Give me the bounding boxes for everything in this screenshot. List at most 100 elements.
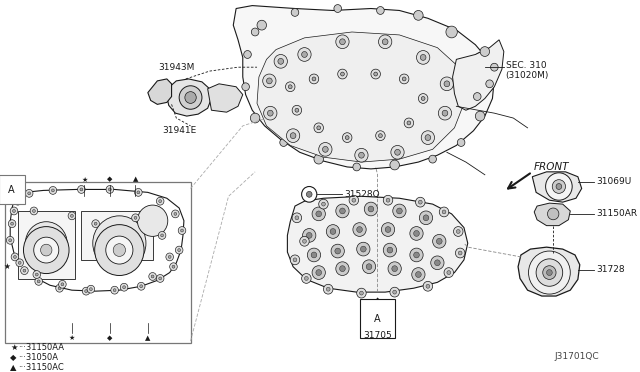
Circle shape — [61, 283, 64, 286]
Text: 31728: 31728 — [596, 265, 625, 274]
Circle shape — [319, 142, 332, 156]
Circle shape — [326, 287, 330, 291]
Circle shape — [30, 207, 38, 215]
Circle shape — [364, 202, 378, 216]
Circle shape — [342, 133, 352, 142]
Circle shape — [168, 256, 171, 259]
Circle shape — [436, 238, 442, 244]
Circle shape — [303, 239, 307, 243]
Circle shape — [378, 134, 382, 138]
Circle shape — [415, 272, 421, 278]
Circle shape — [358, 152, 364, 158]
Polygon shape — [167, 79, 211, 116]
Circle shape — [132, 214, 140, 222]
Circle shape — [11, 253, 19, 261]
Circle shape — [311, 252, 317, 258]
Circle shape — [323, 147, 328, 152]
Circle shape — [334, 4, 342, 12]
Polygon shape — [287, 196, 468, 292]
Circle shape — [178, 227, 186, 234]
Circle shape — [84, 290, 88, 293]
Circle shape — [547, 208, 559, 220]
Circle shape — [24, 227, 69, 273]
Circle shape — [431, 256, 444, 270]
Circle shape — [26, 222, 67, 265]
Circle shape — [382, 39, 388, 45]
Circle shape — [295, 216, 299, 220]
Circle shape — [480, 46, 490, 57]
Circle shape — [307, 232, 312, 238]
Circle shape — [419, 94, 428, 103]
Circle shape — [336, 35, 349, 49]
Circle shape — [383, 195, 393, 205]
Circle shape — [543, 266, 556, 279]
Circle shape — [419, 211, 433, 225]
Circle shape — [371, 69, 380, 79]
Bar — [81, 211, 152, 260]
Text: ···31150AA: ···31150AA — [18, 343, 64, 352]
Circle shape — [35, 231, 58, 255]
Text: 31705: 31705 — [363, 331, 392, 340]
Circle shape — [33, 209, 35, 212]
Circle shape — [312, 207, 325, 221]
Circle shape — [353, 163, 360, 171]
Polygon shape — [518, 247, 580, 296]
Circle shape — [123, 286, 125, 289]
Text: ▲: ▲ — [10, 363, 17, 372]
Circle shape — [51, 189, 54, 192]
Circle shape — [161, 234, 163, 237]
Circle shape — [252, 28, 259, 36]
Text: ★: ★ — [81, 177, 87, 183]
Circle shape — [70, 214, 74, 217]
Text: 31941E: 31941E — [162, 126, 196, 135]
Circle shape — [323, 284, 333, 294]
Circle shape — [303, 228, 316, 242]
Text: ★: ★ — [10, 343, 18, 352]
Circle shape — [390, 287, 399, 297]
Circle shape — [159, 277, 162, 280]
Text: ★: ★ — [68, 335, 75, 341]
Circle shape — [170, 263, 177, 270]
Circle shape — [425, 135, 431, 141]
Circle shape — [106, 186, 114, 193]
Circle shape — [292, 105, 301, 115]
Circle shape — [148, 273, 156, 280]
Text: ···31150AC: ···31150AC — [18, 363, 63, 372]
Circle shape — [316, 270, 321, 276]
Circle shape — [6, 236, 14, 244]
Circle shape — [35, 273, 38, 276]
Circle shape — [134, 217, 137, 219]
Circle shape — [309, 74, 319, 84]
Circle shape — [8, 220, 16, 228]
Circle shape — [287, 129, 300, 142]
Circle shape — [104, 228, 134, 259]
Circle shape — [278, 58, 284, 64]
Circle shape — [295, 108, 299, 112]
Circle shape — [33, 270, 40, 278]
Circle shape — [106, 236, 133, 264]
Circle shape — [393, 290, 397, 294]
Circle shape — [35, 278, 42, 285]
Circle shape — [376, 7, 384, 15]
Text: (31020M): (31020M) — [506, 71, 549, 80]
Circle shape — [536, 259, 563, 286]
Circle shape — [138, 282, 145, 290]
Circle shape — [10, 207, 18, 215]
Circle shape — [529, 251, 570, 294]
Text: ◆: ◆ — [107, 335, 113, 341]
Circle shape — [244, 51, 252, 58]
Circle shape — [393, 204, 406, 218]
Circle shape — [172, 210, 179, 218]
Circle shape — [356, 227, 362, 232]
Circle shape — [413, 231, 419, 236]
Circle shape — [257, 20, 266, 30]
Circle shape — [68, 212, 76, 220]
Circle shape — [92, 220, 99, 228]
Circle shape — [175, 246, 183, 254]
Circle shape — [301, 186, 317, 202]
Circle shape — [40, 244, 52, 256]
Circle shape — [158, 231, 166, 239]
Circle shape — [34, 237, 59, 263]
Circle shape — [280, 139, 287, 147]
Circle shape — [476, 111, 485, 121]
